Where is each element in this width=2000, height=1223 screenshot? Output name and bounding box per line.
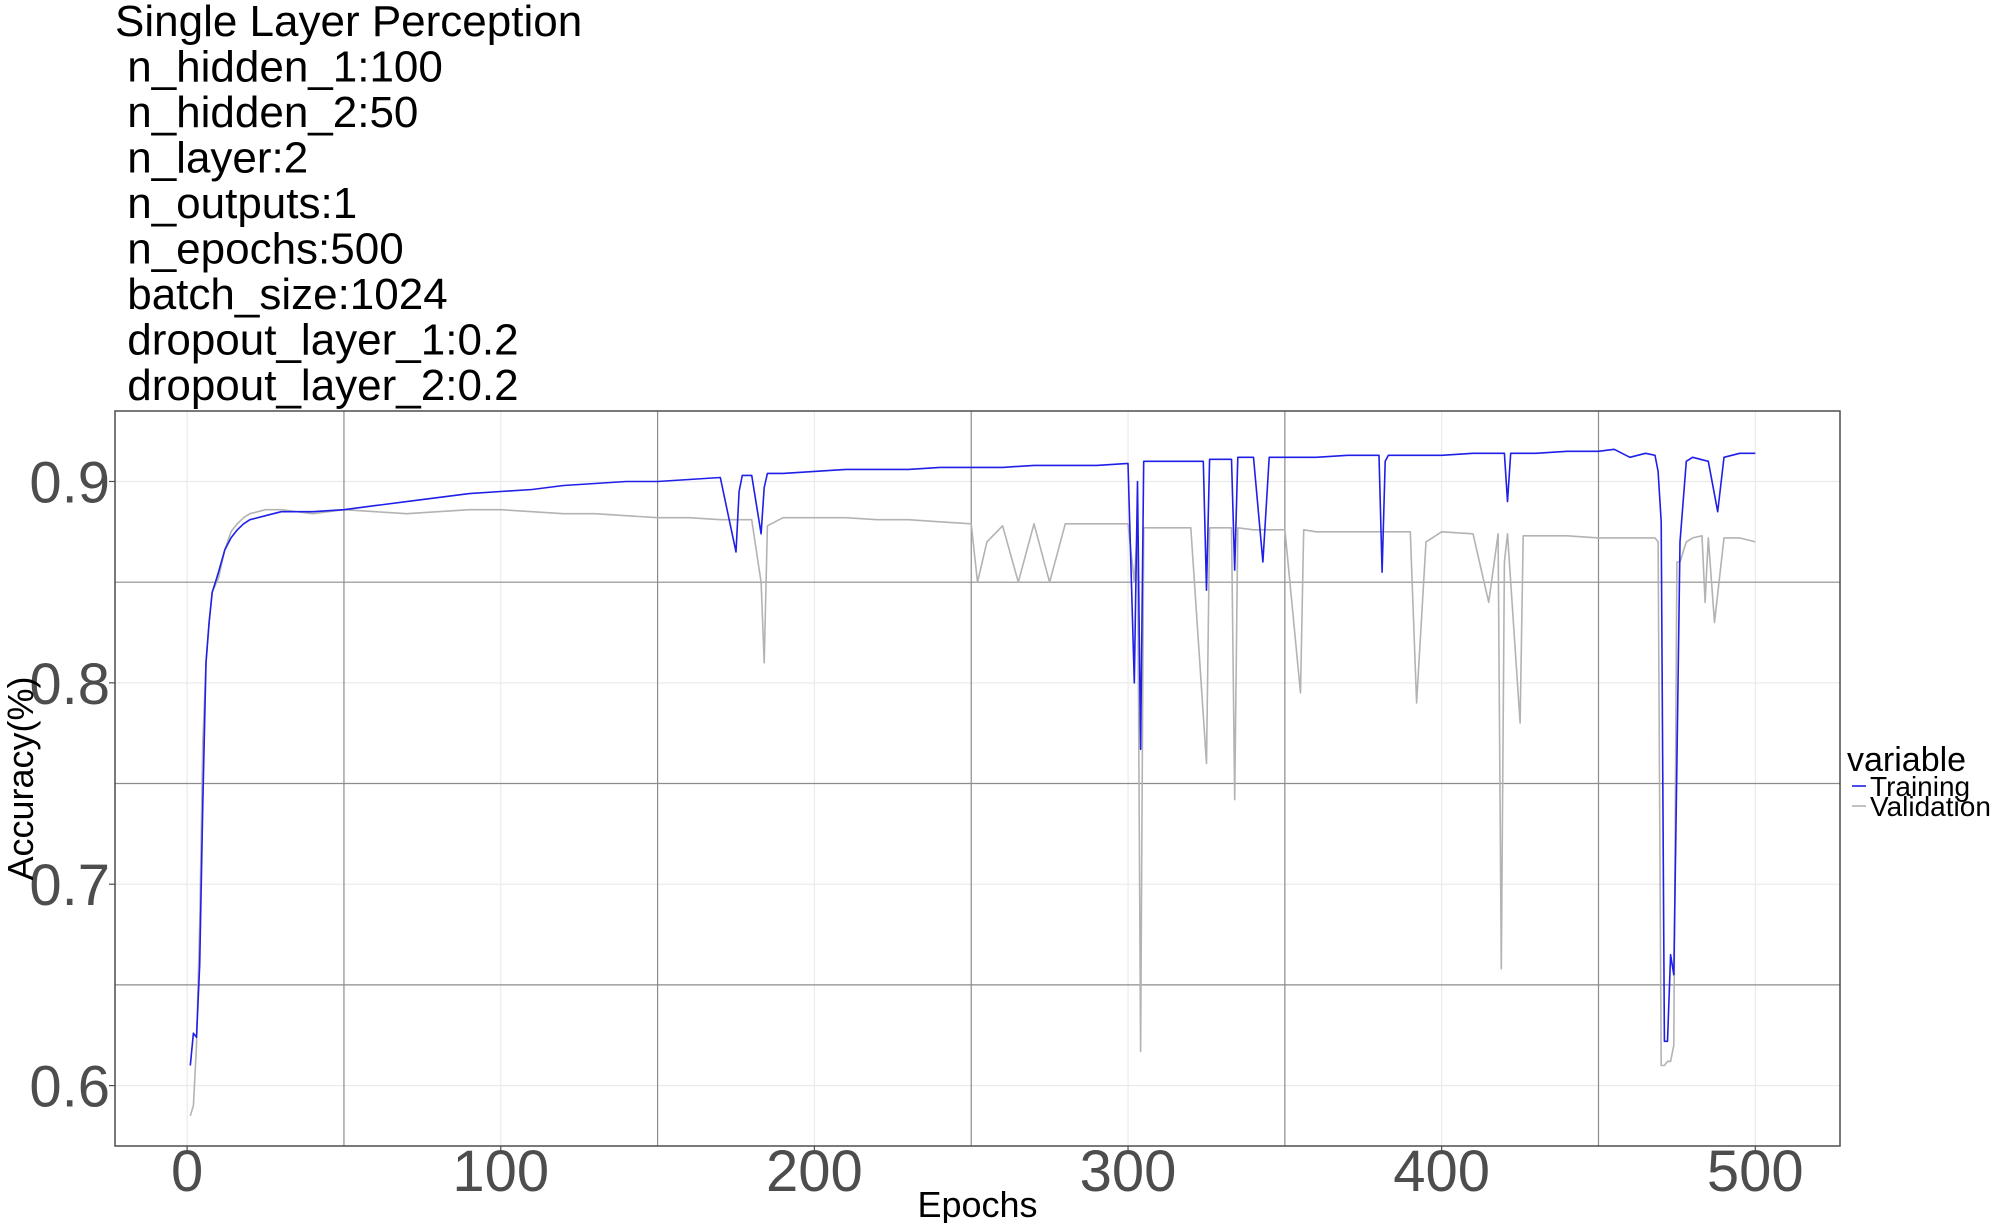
- title-line: n_hidden_1:100: [115, 43, 443, 92]
- grid: [115, 411, 1840, 1146]
- legend-title: variable: [1847, 741, 1966, 779]
- title-line: n_layer:2: [115, 134, 308, 183]
- series-line-training: [189, 448, 1756, 1066]
- x-tick-label: 200: [766, 1139, 863, 1204]
- chart-title: Single Layer Perception n_hidden_1:100 n…: [115, 0, 582, 410]
- x-axis-ticks: 0 100 200 300 400 500: [171, 1139, 1804, 1204]
- y-axis-ticks: 0.6 0.7 0.8 0.9: [29, 450, 115, 1120]
- x-tick-label: 500: [1707, 1139, 1804, 1204]
- title-line: dropout_layer_1:0.2: [115, 316, 519, 365]
- y-tick-label: 0.8: [29, 652, 110, 717]
- x-axis-title: Epochs: [917, 1184, 1037, 1223]
- series-lines: [189, 448, 1756, 1117]
- y-tick-label: 0.7: [29, 853, 110, 918]
- x-tick-label: 300: [1080, 1139, 1177, 1204]
- series-line-validation: [189, 508, 1756, 1117]
- title-line: n_hidden_2:50: [115, 88, 418, 137]
- x-tick-label: 400: [1393, 1139, 1490, 1204]
- title-line: n_outputs:1: [115, 179, 357, 228]
- y-tick-label: 0.6: [29, 1055, 110, 1120]
- title-line: n_epochs:500: [115, 225, 404, 274]
- legend-label-training: Training: [1870, 771, 1970, 802]
- title-line: Single Layer Perception: [115, 0, 582, 46]
- title-line: batch_size:1024: [115, 270, 448, 319]
- title-line: dropout_layer_2:0.2: [115, 361, 519, 410]
- y-tick-label: 0.9: [29, 450, 110, 515]
- y-axis-title: Accuracy(%): [0, 676, 41, 880]
- legend-label-validation: Validation: [1870, 791, 1991, 822]
- x-tick-label: 0: [171, 1139, 203, 1204]
- x-tick-label: 100: [452, 1139, 549, 1204]
- plot-panel-border: [114, 410, 1841, 1147]
